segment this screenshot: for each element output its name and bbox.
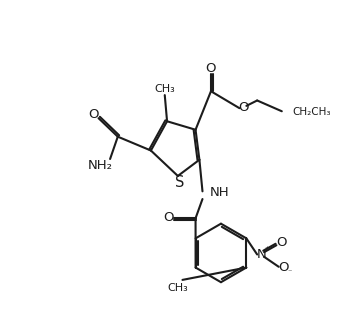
Text: O: O: [163, 211, 174, 224]
Text: NH₂: NH₂: [88, 159, 113, 172]
Text: ⁻: ⁻: [287, 268, 292, 277]
Text: O: O: [238, 101, 248, 114]
Text: CH₃: CH₃: [167, 284, 188, 293]
Text: O: O: [278, 261, 289, 274]
Text: NH: NH: [210, 186, 229, 199]
Text: O: O: [206, 63, 216, 75]
Text: O: O: [276, 237, 286, 249]
Text: O: O: [88, 108, 98, 121]
Text: N: N: [257, 248, 267, 261]
Text: S: S: [175, 175, 185, 191]
Text: ⁺: ⁺: [265, 245, 269, 254]
Text: CH₂CH₃: CH₂CH₃: [293, 107, 331, 117]
Text: CH₃: CH₃: [154, 84, 175, 94]
